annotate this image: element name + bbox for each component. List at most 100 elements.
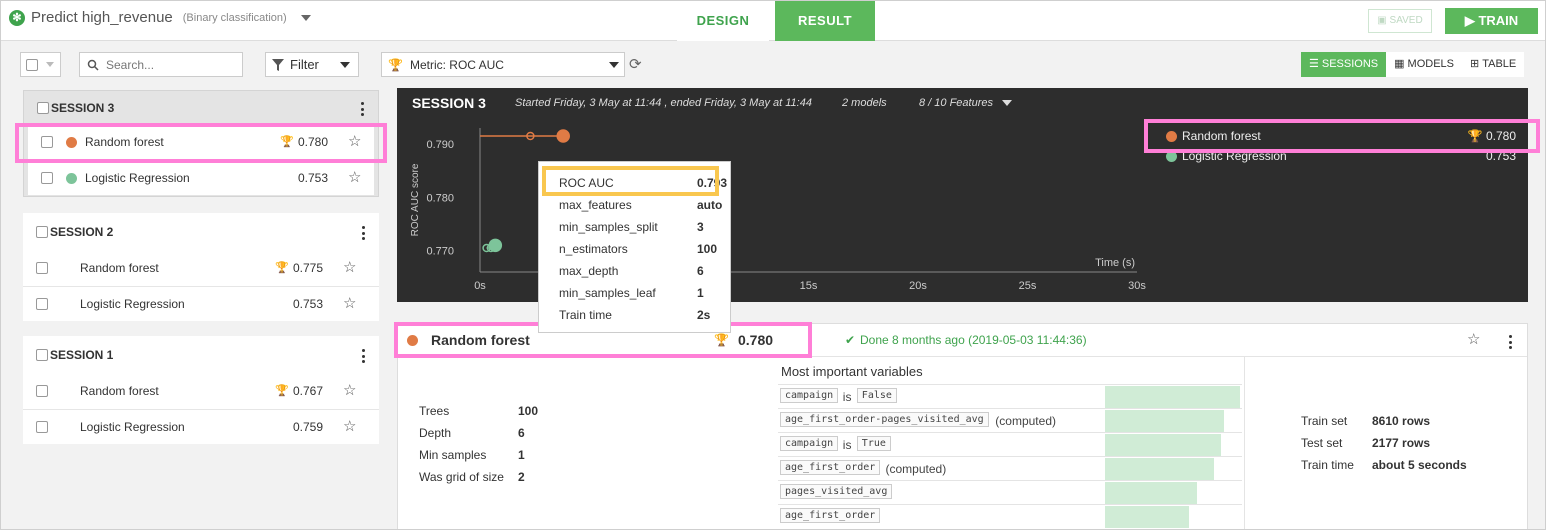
feature-name-tag: pages_visited_avg [780,484,893,499]
model-checkbox[interactable] [41,172,53,184]
star-icon[interactable]: ☆ [343,382,357,399]
stat-row: Train time about 5 seconds [1301,458,1501,474]
importance-row: age_first_order-pages_visited_avg (comput… [778,408,1242,432]
importance-bar [1105,386,1240,408]
view-table-label: TABLE [1482,58,1517,70]
session-title: SESSION 3 [51,101,115,115]
star-icon[interactable]: ☆ [1467,331,1481,348]
feature-suffix: (computed) [885,462,947,476]
tooltip-highlight-box [542,166,719,196]
tooltip-key: min_samples_leaf [559,286,656,300]
param-key: Was grid of size [419,470,504,484]
chevron-down-icon[interactable] [46,62,54,67]
tooltip-key: max_depth [559,264,619,278]
model-checkbox[interactable] [41,136,53,148]
kebab-menu-icon[interactable] [361,226,365,240]
feature-name-tag: age_first_order [780,508,881,523]
features-dropdown[interactable]: 8 / 10 Features [919,97,1013,109]
model-checkbox[interactable] [36,385,48,397]
train-button[interactable]: ▶ TRAIN [1445,8,1538,34]
chevron-down-icon[interactable] [300,14,311,21]
select-all-checkbox[interactable] [26,58,38,71]
importance-bar [1105,482,1197,504]
metric-select[interactable]: 🏆 Metric: ROC AUC [381,52,625,77]
tab-design[interactable]: DESIGN [677,1,769,41]
param-key: Depth [419,426,452,440]
importance-bar [1105,410,1224,432]
chevron-down-icon [339,61,350,68]
filter-label: Filter [290,57,319,72]
y-tick-label: 0.770 [426,246,454,258]
model-color-dot [66,137,77,148]
star-icon[interactable]: ☆ [343,259,357,276]
model-name: Logistic Regression [85,171,190,185]
detail-model-name[interactable]: Random forest [431,332,530,348]
star-icon[interactable]: ☆ [348,169,362,186]
stat-row: Train set 8610 rows [1301,414,1501,430]
model-row[interactable]: Logistic Regression 0.759 ☆ [23,409,379,444]
model-detail-panel: Random forest 🏆 0.780 ✔ Done 8 months ag… [397,323,1528,529]
filter-dropdown[interactable]: Filter [265,52,359,77]
refresh-icon[interactable]: ⟳ [629,56,642,73]
kebab-menu-icon[interactable] [361,349,365,363]
model-row[interactable]: Random forest 🏆 0.775 ☆ [23,251,379,286]
x-tick-label: 25s [1019,280,1037,292]
model-row[interactable]: Logistic Regression 0.753 ☆ [23,286,379,321]
param-value: 100 [518,404,539,418]
session-checkbox[interactable] [37,102,49,114]
kebab-menu-icon[interactable] [1508,335,1512,349]
param-value: 2 [518,470,525,484]
feature-name-tag: age_first_order [780,460,881,475]
stat-key: Test set [1301,436,1343,450]
x-tick-label: 0s [474,280,486,292]
table-icon: ⊞ [1470,58,1480,70]
feature-value-tag: True [856,436,891,451]
legend-item[interactable]: Logistic Regression 0.753 [1161,148,1521,166]
kebab-menu-icon[interactable] [360,102,364,116]
view-sessions-label: SESSIONS [1321,58,1379,70]
model-row[interactable]: Random forest 🏆 0.767 ☆ [23,374,379,409]
tooltip-value: auto [697,198,723,212]
model-checkbox[interactable] [36,298,48,310]
tooltip-row: max_depth 6 [559,261,719,281]
tooltip-value: 0.793 [697,176,728,190]
star-icon[interactable]: ☆ [343,418,357,435]
legend-score: 🏆 0.780 [1468,129,1516,143]
legend-item[interactable]: Random forest 🏆 0.780 [1161,128,1521,146]
view-sessions-button[interactable]: ☰ SESSIONS [1301,52,1387,77]
model-checkbox[interactable] [36,421,48,433]
view-models-button[interactable]: ▦ MODELS [1386,52,1462,77]
view-table-button[interactable]: ⊞ TABLE [1462,52,1524,77]
data-point [556,129,570,143]
tooltip-key: Train time [559,308,612,322]
analysis-name: Predict high_revenue [31,9,173,26]
session-checkbox[interactable] [36,226,48,238]
legend-dot [1166,151,1177,162]
tooltip-key: n_estimators [559,242,628,256]
tab-result[interactable]: RESULT [775,1,875,41]
session-checkbox[interactable] [36,349,48,361]
feature-value-tag: False [856,388,897,403]
legend-name: Logistic Regression [1182,149,1287,163]
chart-tooltip: ROC AUC 0.793 max_features auto min_sample… [538,161,731,333]
star-icon[interactable]: ☆ [348,133,362,150]
detail-score: 0.780 [738,332,774,348]
analysis-title[interactable]: ✻ Predict high_revenue (Binary classific… [9,9,311,26]
feature-operator: is [842,390,852,404]
search-input[interactable] [106,56,236,74]
model-checkbox[interactable] [36,262,48,274]
model-row[interactable]: Logistic Regression 0.753 ☆ [28,160,374,195]
saved-button[interactable]: ▣ SAVED [1368,9,1432,33]
model-score: 0.775 [293,261,324,275]
importance-bar [1105,434,1222,456]
model-row[interactable]: Random forest 🏆 0.780 ☆ [28,125,374,160]
trophy-icon: 🏆 [280,136,294,148]
save-icon: ▣ [1377,15,1387,26]
tooltip-row: ROC AUC 0.793 [559,173,727,193]
tooltip-value: 1 [697,286,704,300]
session-card: SESSION 1 Random forest 🏆 0.767 ☆ Logist… [23,336,379,444]
select-all-dropdown[interactable] [20,52,61,77]
session-header: SESSION 1 [23,336,379,374]
star-icon[interactable]: ☆ [343,295,357,312]
trophy-icon: 🏆 [1467,129,1483,143]
